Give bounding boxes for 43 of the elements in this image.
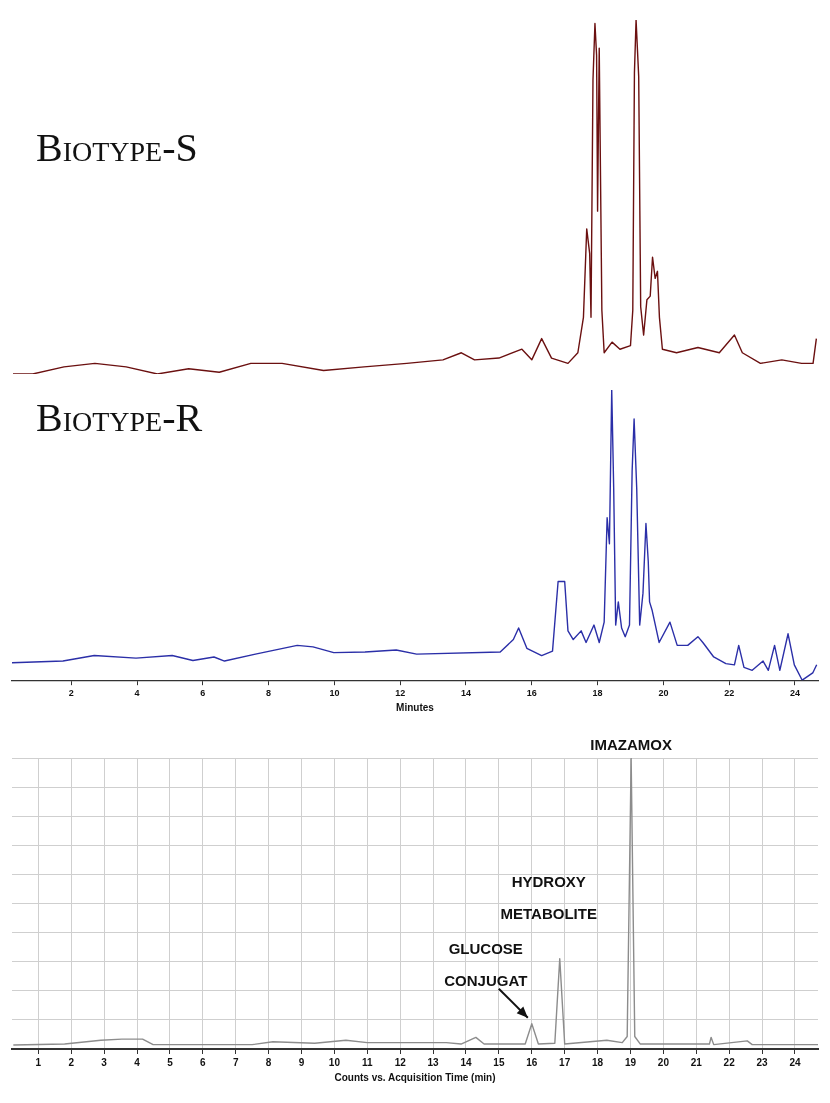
x-tick-label: 23 bbox=[756, 1056, 769, 1068]
x-tick-label: 12 bbox=[395, 688, 406, 699]
x-tick-label: 2 bbox=[68, 1056, 75, 1068]
x-tick-label: 14 bbox=[460, 688, 471, 699]
x-tick-label: 7 bbox=[232, 1056, 239, 1068]
x-tick-label: 19 bbox=[624, 1056, 637, 1068]
x-tick-label: 11 bbox=[362, 1056, 374, 1068]
x-tick-label: 18 bbox=[592, 688, 603, 699]
x-tick-label: 8 bbox=[265, 1056, 272, 1068]
x-tick-label: 14 bbox=[460, 1056, 472, 1068]
chart-title: Biotype-R bbox=[36, 395, 203, 440]
annotation: HYDROXY METABOLITE bbox=[500, 872, 597, 922]
annotation: IMAZAMOX bbox=[590, 736, 672, 753]
x-tick-label: 16 bbox=[526, 1056, 538, 1068]
x-tick-label: 10 bbox=[329, 688, 340, 699]
x-tick-label: 6 bbox=[200, 688, 206, 699]
x-tick-label: 17 bbox=[559, 1056, 571, 1068]
x-tick-label: 4 bbox=[134, 1056, 141, 1068]
x-tick-label: 20 bbox=[658, 688, 669, 699]
x-tick-label: 9 bbox=[298, 1056, 305, 1068]
x-tick-label: 15 bbox=[493, 1056, 505, 1068]
x-tick-label: 6 bbox=[200, 1056, 207, 1068]
x-tick-label: 1 bbox=[35, 1056, 42, 1068]
x-tick-label: 2 bbox=[68, 688, 74, 699]
text: Biotype-S bbox=[36, 125, 198, 170]
x-tick-label: 24 bbox=[789, 688, 800, 699]
x-tick-label: 10 bbox=[328, 1056, 341, 1068]
x-tick-label: 13 bbox=[427, 1056, 440, 1068]
x-tick-label: 18 bbox=[592, 1056, 604, 1068]
x-tick-label: 3 bbox=[101, 1056, 108, 1068]
annotation: GLUCOSE CONJUGAT bbox=[444, 939, 528, 989]
x-tick-label: 16 bbox=[526, 688, 537, 699]
x-axis-title: Minutes bbox=[396, 701, 435, 713]
x-tick-label: 22 bbox=[723, 1056, 736, 1068]
x-tick-label: 24 bbox=[789, 1056, 801, 1068]
x-tick-label: 20 bbox=[657, 1056, 670, 1068]
x-tick-label: 4 bbox=[134, 688, 140, 699]
x-tick-label: 22 bbox=[724, 688, 735, 699]
x-tick-label: 8 bbox=[266, 688, 272, 699]
x-tick-label: 5 bbox=[167, 1056, 174, 1068]
x-tick-label: 21 bbox=[690, 1056, 703, 1068]
x-tick-label: 12 bbox=[394, 1056, 407, 1068]
x-axis-title: Counts vs. Acquisition Time (min) bbox=[334, 1071, 496, 1083]
